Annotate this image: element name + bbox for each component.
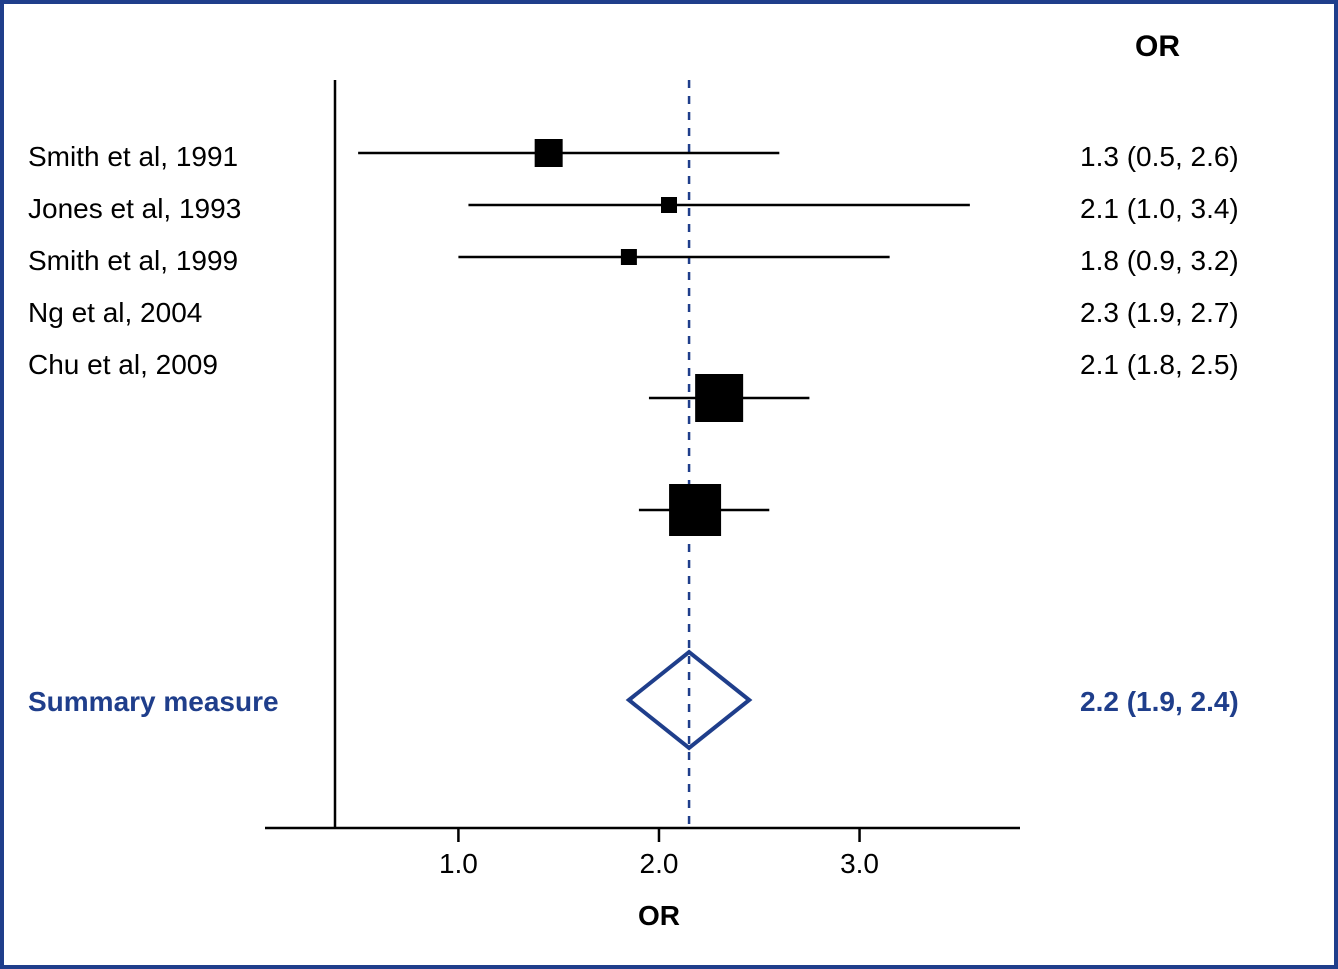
point-estimate	[669, 484, 721, 536]
x-axis-title: OR	[619, 900, 699, 932]
point-estimate	[695, 374, 743, 422]
point-estimate	[621, 249, 637, 265]
forest-plot: OR Smith et al, 1991 1.3 (0.5, 2.6) Jones …	[0, 0, 1338, 969]
study-or-value: 2.3 (1.9, 2.7)	[1080, 297, 1239, 329]
x-tick-label: 1.0	[428, 848, 488, 880]
summary-label: Summary measure	[28, 686, 279, 718]
point-estimate	[661, 197, 677, 213]
study-label: Ng et al, 2004	[28, 297, 202, 329]
study-label: Smith et al, 1999	[28, 245, 238, 277]
study-or-value: 2.1 (1.8, 2.5)	[1080, 349, 1239, 381]
or-column-header: OR	[1135, 30, 1180, 64]
study-label: Jones et al, 1993	[28, 193, 241, 225]
study-or-value: 1.8 (0.9, 3.2)	[1080, 245, 1239, 277]
x-tick-label: 2.0	[629, 848, 689, 880]
study-or-value: 1.3 (0.5, 2.6)	[1080, 141, 1239, 173]
summary-or-value: 2.2 (1.9, 2.4)	[1080, 686, 1239, 718]
study-label: Smith et al, 1991	[28, 141, 238, 173]
point-estimate	[535, 139, 563, 167]
study-label: Chu et al, 2009	[28, 349, 218, 381]
x-tick-label: 3.0	[830, 848, 890, 880]
study-or-value: 2.1 (1.0, 3.4)	[1080, 193, 1239, 225]
